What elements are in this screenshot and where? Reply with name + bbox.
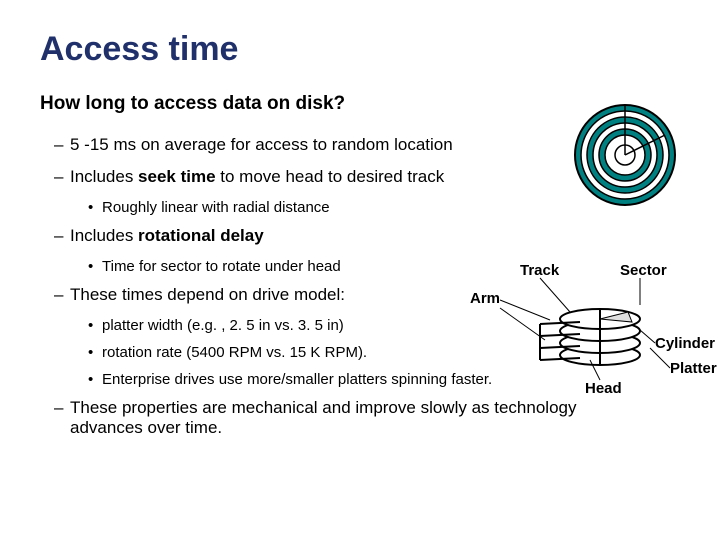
bold-text: rotational delay xyxy=(138,226,264,245)
disk-side-diagram xyxy=(530,300,650,380)
platter-label: Platter xyxy=(670,360,717,377)
text: Includes xyxy=(70,226,138,245)
text: to move head to desired track xyxy=(216,167,445,186)
cylinder-label: Cylinder xyxy=(655,335,715,352)
bold-text: seek time xyxy=(138,167,216,186)
text: Includes xyxy=(70,167,138,186)
bullet-item: Includes rotational delay xyxy=(54,226,700,246)
slide-title: Access time xyxy=(40,30,700,69)
arm-label: Arm xyxy=(470,290,500,307)
sub-bullet-item: Time for sector to rotate under head xyxy=(88,258,700,275)
head-label: Head xyxy=(585,380,622,397)
disk-top-diagram xyxy=(570,100,680,210)
bullet-item: These properties are mechanical and impr… xyxy=(54,398,594,438)
track-label: Track xyxy=(520,262,559,279)
sector-label: Sector xyxy=(620,262,667,279)
